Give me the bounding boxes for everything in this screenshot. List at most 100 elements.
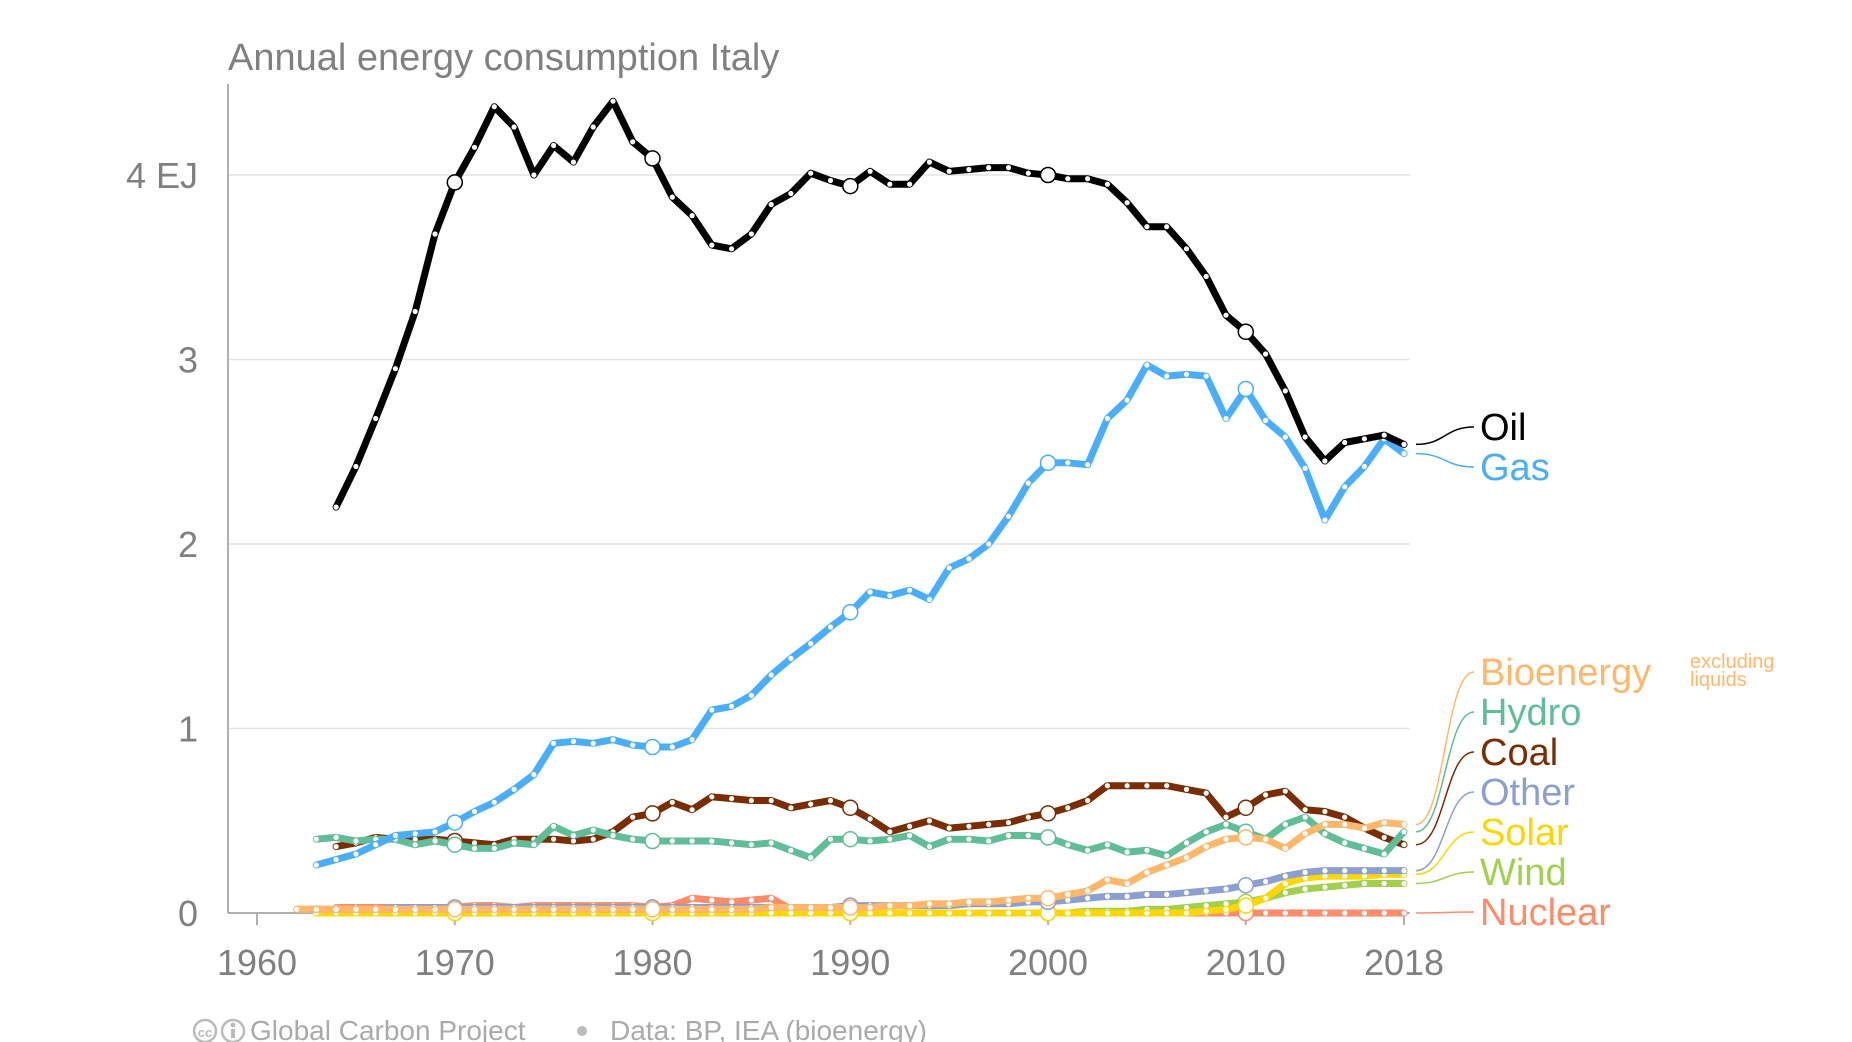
data-point xyxy=(1401,842,1407,848)
data-point xyxy=(1124,783,1130,789)
data-point xyxy=(570,738,577,745)
data-point xyxy=(313,862,319,868)
data-point xyxy=(788,910,794,916)
data-point xyxy=(353,463,359,470)
data-point xyxy=(966,836,972,842)
data-point xyxy=(1322,808,1328,815)
data-point xyxy=(1039,166,1057,184)
data-point xyxy=(1164,891,1170,898)
data-point xyxy=(1322,884,1328,890)
data-point xyxy=(511,840,517,846)
data-point xyxy=(1085,847,1091,853)
data-point xyxy=(768,201,774,208)
data-point xyxy=(511,786,517,793)
data-point xyxy=(748,897,755,903)
data-point xyxy=(630,814,636,820)
data-point xyxy=(1381,910,1387,916)
data-point xyxy=(729,796,735,802)
series-gas xyxy=(312,361,1408,869)
data-point xyxy=(412,842,418,848)
grid-layer xyxy=(228,174,1410,730)
x-tick-label: 2018 xyxy=(1364,942,1444,983)
data-point xyxy=(491,104,497,110)
data-point xyxy=(867,168,873,174)
data-point xyxy=(590,827,596,833)
series-line xyxy=(312,870,1408,917)
data-point xyxy=(689,213,695,219)
data-point xyxy=(630,139,636,145)
data-point xyxy=(471,906,478,912)
data-point xyxy=(966,823,972,829)
data-point xyxy=(373,906,379,912)
data-point xyxy=(748,692,755,698)
data-point xyxy=(1223,814,1229,820)
data-point xyxy=(1322,458,1328,464)
data-point xyxy=(1342,882,1348,888)
data-point xyxy=(827,836,834,842)
data-point xyxy=(827,904,834,911)
data-point xyxy=(1124,397,1130,403)
data-point xyxy=(1144,783,1150,789)
data-point xyxy=(1282,873,1288,879)
data-point xyxy=(531,842,537,848)
series-oil xyxy=(332,97,1408,511)
data-point xyxy=(491,845,497,852)
data-point xyxy=(1322,873,1328,879)
data-point xyxy=(1005,820,1012,826)
data-point xyxy=(551,836,557,842)
data-point xyxy=(946,825,952,831)
data-point xyxy=(644,805,661,822)
source-text: Data: BP, IEA (bioenergy) xyxy=(610,1015,927,1042)
data-point xyxy=(333,504,339,510)
data-point xyxy=(1322,910,1328,916)
data-point xyxy=(1263,417,1269,423)
attribution-icon xyxy=(220,1018,246,1042)
data-point xyxy=(827,797,834,804)
data-point xyxy=(669,799,675,805)
data-point xyxy=(966,556,972,562)
data-point xyxy=(768,910,774,916)
data-point xyxy=(788,805,794,811)
data-point xyxy=(887,903,893,909)
data-point xyxy=(1183,786,1190,793)
data-point xyxy=(1401,441,1407,447)
label-connector xyxy=(1415,791,1475,872)
data-point xyxy=(644,901,661,918)
data-point xyxy=(570,838,577,844)
data-point xyxy=(1183,246,1190,252)
data-point xyxy=(926,596,933,603)
data-point xyxy=(1342,868,1348,874)
x-tick-label: 2010 xyxy=(1206,942,1286,983)
data-point xyxy=(946,565,952,571)
label-connector xyxy=(1415,711,1475,833)
data-point xyxy=(1223,836,1229,842)
x-tick-label: 1970 xyxy=(415,942,495,983)
data-point xyxy=(1203,908,1209,914)
data-point xyxy=(1282,890,1288,896)
data-point xyxy=(1124,200,1130,206)
data-point xyxy=(1203,790,1209,796)
data-point xyxy=(1282,388,1288,394)
data-point xyxy=(551,142,557,149)
data-point xyxy=(867,838,873,844)
bioenergy-note-line2: liquids xyxy=(1690,669,1747,691)
label-connector xyxy=(1415,871,1475,885)
data-point xyxy=(313,906,319,912)
data-point xyxy=(333,906,339,912)
data-point xyxy=(446,901,464,918)
data-point xyxy=(867,816,873,822)
data-point xyxy=(986,910,992,916)
x-tick-label: 1980 xyxy=(612,942,692,983)
data-point xyxy=(1223,901,1229,907)
data-point xyxy=(1223,886,1229,892)
data-point xyxy=(689,906,695,912)
data-point xyxy=(551,823,557,829)
data-point xyxy=(842,799,859,817)
data-point xyxy=(333,844,339,850)
data-point xyxy=(1302,910,1308,916)
data-point xyxy=(1164,853,1170,859)
data-point xyxy=(808,910,814,916)
data-point xyxy=(1065,842,1071,848)
data-point xyxy=(1065,897,1071,903)
